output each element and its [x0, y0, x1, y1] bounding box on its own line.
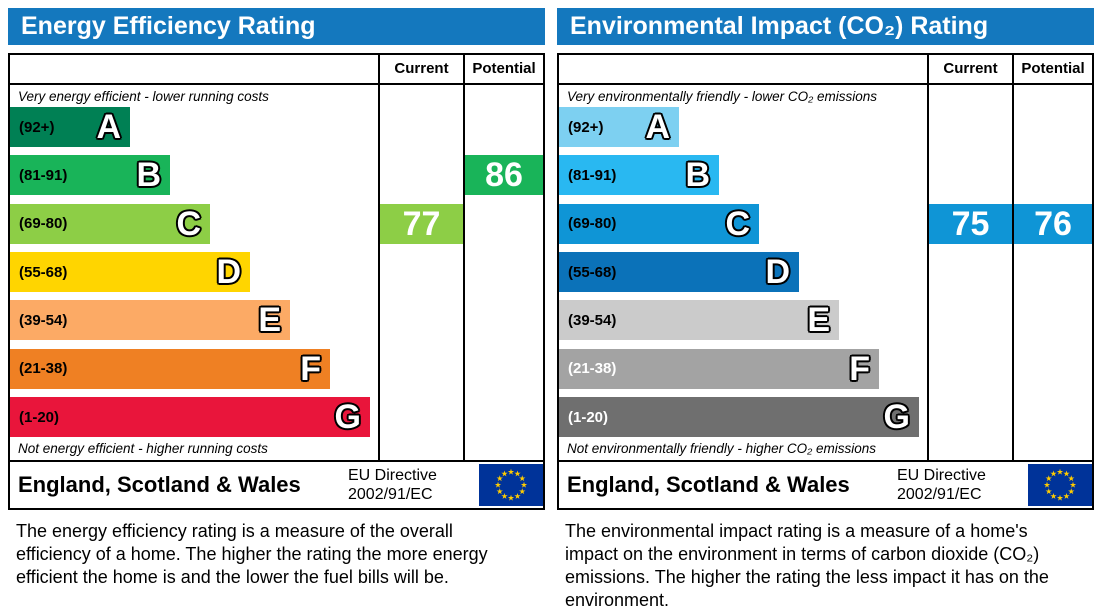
band-g: (1-20) G: [10, 397, 370, 438]
band-range-label: (1-20): [568, 408, 609, 426]
band-range-label: (92+): [568, 118, 604, 136]
chart-footer: England, Scotland & Wales EU Directive 2…: [10, 462, 543, 508]
band-grade-letter: F: [849, 349, 870, 388]
panel-title: Environmental Impact (CO₂) Rating: [557, 8, 1094, 45]
band-grade-letter: E: [807, 301, 830, 340]
band-range-label: (81-91): [19, 166, 68, 184]
band-range-label: (92+): [19, 118, 55, 136]
energy-efficiency-panel: Energy Efficiency Rating Current Potenti…: [8, 8, 545, 589]
current-column-header: Current: [394, 60, 449, 77]
potential-rating-value: 76: [1014, 203, 1092, 244]
region-label: England, Scotland & Wales: [18, 472, 301, 497]
band-grade-letter: D: [765, 253, 790, 292]
band-range-label: (1-20): [19, 408, 60, 426]
band-range-label: (55-68): [568, 263, 617, 281]
current-column-header: Current: [943, 60, 998, 77]
band-grade-letter: E: [258, 301, 281, 340]
eu-directive-line2: 2002/91/EC: [897, 486, 982, 503]
band-b: (81-91) B: [10, 155, 170, 196]
column-divider: [463, 55, 465, 462]
current-rating-value: 77: [380, 203, 463, 244]
eu-directive-label: EU Directive 2002/91/EC: [897, 466, 986, 504]
rating-chart: Current Potential Very energy efficient …: [8, 53, 545, 510]
band-grade-letter: G: [334, 398, 361, 437]
eu-flag-icon: [1028, 464, 1092, 506]
band-grade-letter: B: [136, 156, 161, 195]
eu-directive-line1: EU Directive: [897, 467, 986, 484]
eu-directive-line1: EU Directive: [348, 467, 437, 484]
band-f: (21-38) F: [559, 348, 879, 389]
band-a: (92+) A: [559, 107, 679, 147]
band-range-label: (69-80): [19, 215, 68, 233]
band-a: (92+) A: [10, 107, 130, 147]
rating-description: The energy efficiency rating is a measur…: [16, 521, 488, 587]
band-range-label: (21-38): [19, 360, 68, 378]
band-g: (1-20) G: [559, 397, 919, 438]
column-divider: [927, 55, 929, 462]
potential-column-header: Potential: [472, 60, 536, 77]
band-grade-letter: D: [216, 253, 241, 292]
header-divider: [559, 83, 1092, 85]
band-e: (39-54) E: [10, 300, 290, 341]
band-range-label: (81-91): [568, 166, 617, 184]
environmental-impact-panel: Environmental Impact (CO₂) Rating Curren…: [557, 8, 1094, 612]
current-rating-value: 75: [929, 203, 1012, 244]
band-grade-letter: A: [645, 108, 670, 146]
eu-directive-line2: 2002/91/EC: [348, 486, 433, 503]
band-grade-letter: C: [725, 204, 750, 243]
band-d: (55-68) D: [10, 252, 250, 293]
band-grade-letter: A: [96, 108, 121, 146]
column-divider: [378, 55, 380, 462]
band-grade-letter: G: [883, 398, 910, 437]
potential-column-header: Potential: [1021, 60, 1085, 77]
eu-flag-icon: [479, 464, 543, 506]
band-range-label: (21-38): [568, 360, 617, 378]
rating-description: The environmental impact rating is a mea…: [565, 521, 1049, 610]
footer-divider: [10, 460, 543, 462]
band-range-label: (69-80): [568, 215, 617, 233]
band-c: (69-80) C: [559, 203, 759, 244]
band-grade-letter: B: [685, 156, 710, 195]
band-e: (39-54) E: [559, 300, 839, 341]
band-range-label: (55-68): [19, 263, 68, 281]
column-divider: [1012, 55, 1014, 462]
top-caption: Very environmentally friendly - lower CO…: [567, 89, 877, 104]
band-f: (21-38) F: [10, 348, 330, 389]
bottom-caption: Not energy efficient - higher running co…: [18, 441, 268, 456]
eu-directive-label: EU Directive 2002/91/EC: [348, 466, 437, 504]
rating-chart: Current Potential Very environmentally f…: [557, 53, 1094, 510]
panel-title: Energy Efficiency Rating: [8, 8, 545, 45]
band-range-label: (39-54): [19, 311, 68, 329]
header-divider: [10, 83, 543, 85]
band-b: (81-91) B: [559, 155, 719, 196]
chart-footer: England, Scotland & Wales EU Directive 2…: [559, 462, 1092, 508]
band-c: (69-80) C: [10, 203, 210, 244]
band-grade-letter: C: [176, 204, 201, 243]
band-range-label: (39-54): [568, 311, 617, 329]
top-caption: Very energy efficient - lower running co…: [18, 89, 269, 104]
footer-divider: [559, 460, 1092, 462]
potential-rating-value: 86: [465, 155, 543, 196]
bottom-caption: Not environmentally friendly - higher CO…: [567, 441, 877, 456]
band-d: (55-68) D: [559, 252, 799, 293]
region-label: England, Scotland & Wales: [567, 472, 850, 497]
band-grade-letter: F: [300, 349, 321, 388]
